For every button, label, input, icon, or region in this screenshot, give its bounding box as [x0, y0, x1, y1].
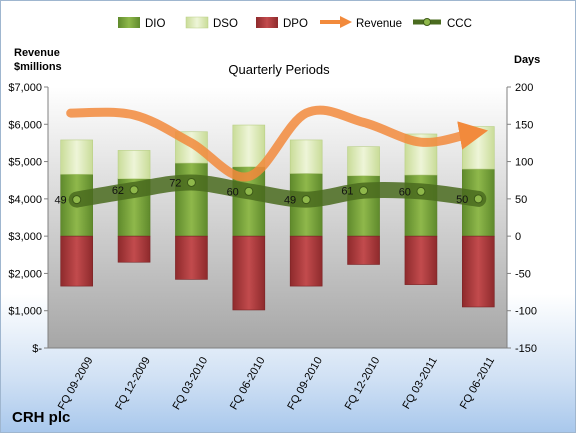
ccc-data-label: 49	[54, 195, 66, 207]
right-axis-tick-label: 200	[515, 82, 533, 94]
dpo-bar	[60, 235, 93, 287]
x-axis-tick-label: FQ 03-2010	[171, 355, 211, 412]
legend-label-dio: DIO	[145, 18, 166, 30]
plot-area	[48, 87, 507, 348]
legend-label-ccc: CCC	[447, 18, 472, 30]
dso-bar	[60, 139, 93, 175]
x-axis-tick-label: FQ 09-2010	[285, 355, 325, 412]
x-axis-tick-label: FQ 06-2011	[458, 355, 497, 411]
dso-bar	[289, 139, 323, 174]
left-axis-tick-label: $2,000	[8, 268, 42, 280]
left-axis-tick-label: $-	[32, 343, 42, 355]
left-axis-title-line1: Revenue	[14, 47, 60, 59]
right-axis-tick-label: 0	[515, 231, 521, 243]
x-axis-tick-label: FQ 09-2009	[56, 355, 96, 412]
chart-title: Quarterly Periods	[228, 62, 330, 77]
right-axis-title: Days	[514, 54, 540, 66]
dpo-bar	[232, 235, 266, 311]
ccc-data-label: 60	[399, 186, 411, 198]
ccc-data-label: 61	[341, 186, 353, 198]
right-axis-tick-label: -50	[515, 268, 531, 280]
x-axis-tick-label: FQ 03-2011	[400, 355, 439, 411]
ccc-point	[129, 185, 139, 195]
right-axis-tick-label: -100	[515, 306, 537, 318]
right-axis-tick-label: -150	[515, 343, 537, 355]
dpo-bar	[462, 235, 495, 308]
ccc-data-label: 50	[456, 194, 468, 206]
dso-bar	[232, 124, 266, 168]
ccc-point	[301, 195, 311, 205]
left-axis-title-line2: $millions	[14, 61, 62, 73]
dpo-bar	[117, 235, 151, 263]
legend-label-revenue: Revenue	[356, 18, 402, 30]
left-axis-tick-label: $1,000	[8, 306, 42, 318]
ccc-data-label: 72	[169, 177, 181, 189]
legend-swatch-ccc	[413, 18, 441, 26]
ccc-point	[72, 195, 82, 205]
right-axis-tick-label: 50	[515, 194, 527, 206]
dpo-bar	[289, 235, 323, 287]
left-axis-tick-label: $7,000	[8, 82, 42, 94]
left-axis-tick-label: $6,000	[8, 119, 42, 131]
legend-label-dpo: DPO	[283, 18, 308, 30]
dpo-bar	[347, 235, 380, 265]
left-axis-tick-label: $4,000	[8, 194, 42, 206]
lines-layer: 49 62 72 60 49 61 60 50	[54, 105, 489, 208]
ccc-point	[186, 177, 196, 187]
legend-swatch-dpo	[256, 17, 278, 28]
legend: DIO DSO DPO Revenue CCC	[118, 16, 472, 30]
right-axis-tick-label: 100	[515, 157, 533, 169]
ccc-data-label: 49	[284, 195, 296, 207]
ccc-line	[68, 174, 487, 208]
ccc-point	[244, 186, 254, 196]
legend-label-dso: DSO	[213, 18, 238, 30]
legend-swatch-dso	[185, 16, 209, 29]
x-axis-tick-label: FQ 12-2010	[343, 355, 383, 412]
ccc-point	[359, 186, 369, 196]
dpo-bar	[404, 235, 438, 285]
legend-swatch-revenue	[320, 16, 352, 28]
revenue-line	[66, 105, 489, 182]
right-axis-tick-label: 150	[515, 119, 533, 131]
left-axis-tick-label: $3,000	[8, 231, 42, 243]
x-axis-tick-label: FQ 06-2010	[228, 355, 268, 412]
company-name: CRH plc	[12, 409, 70, 426]
left-axis-tick-label: $5,000	[8, 157, 42, 169]
dio-bar	[175, 162, 208, 237]
ccc-data-label: 60	[227, 186, 239, 198]
dpo-bar	[175, 235, 208, 280]
x-axis-tick-label: FQ 12-2009	[113, 355, 153, 412]
dso-bar	[117, 150, 151, 180]
ccc-point	[473, 194, 483, 204]
legend-swatch-dio	[118, 17, 140, 28]
ccc-data-label: 62	[112, 185, 124, 197]
dso-bar	[347, 146, 380, 177]
ccc-point	[416, 186, 426, 196]
